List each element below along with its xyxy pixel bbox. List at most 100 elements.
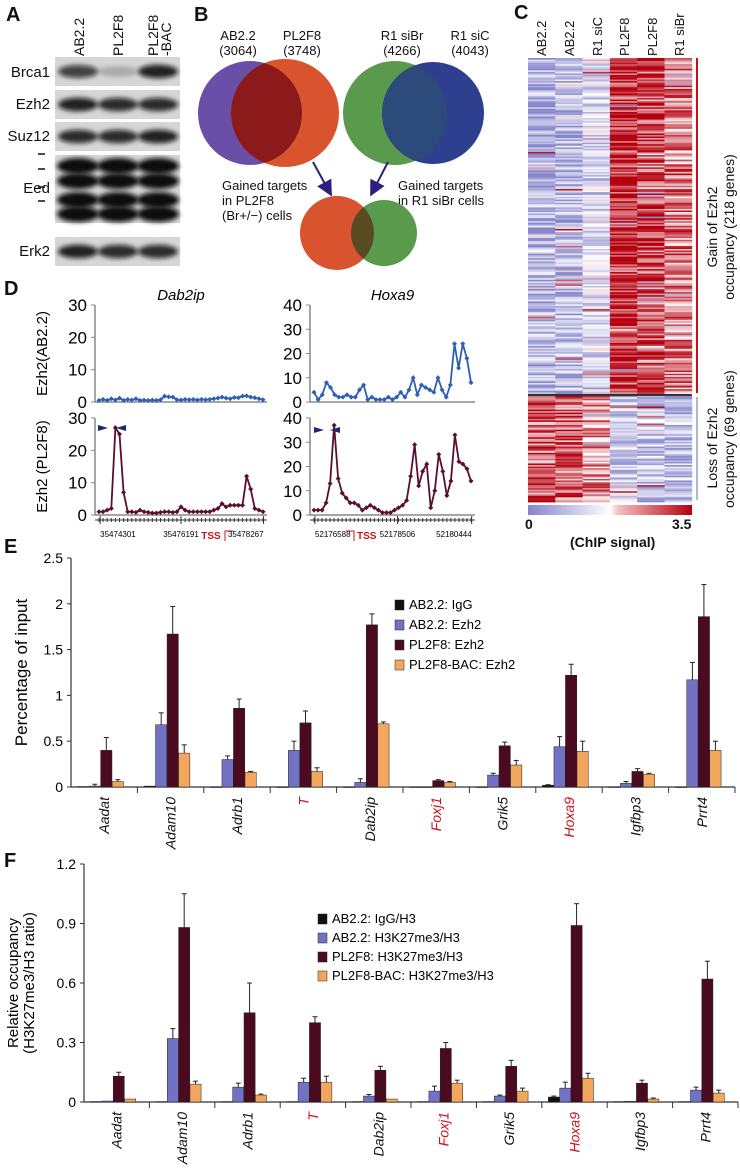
heatmap-cell	[664, 182, 693, 185]
heatmap-cell	[609, 58, 638, 60]
heatmap-cell	[555, 492, 583, 495]
heatmap-cell	[637, 489, 665, 492]
heatmap-cell	[528, 398, 556, 401]
heatmap-cell	[609, 398, 638, 401]
bar	[624, 1100, 637, 1103]
heatmap-cell	[582, 332, 611, 335]
heatmap-cell	[528, 335, 556, 338]
heatmap-cell	[582, 359, 611, 362]
bar	[101, 1100, 114, 1103]
heatmap-cell	[609, 94, 638, 97]
heatmap-cell	[664, 175, 693, 177]
heatmap-cell	[555, 252, 583, 254]
heatmap-cell	[528, 375, 556, 378]
heatmap-cell	[582, 111, 611, 114]
heatmap-cell	[609, 347, 638, 350]
heatmap-cell	[528, 324, 556, 327]
tss-arrow-icon	[346, 530, 355, 541]
heatmap-cell	[664, 81, 693, 84]
heatmap-cell	[582, 292, 611, 295]
heatmap-cell	[528, 228, 556, 231]
heatmap-cell	[637, 171, 665, 174]
heatmap-cell	[609, 85, 638, 88]
heatmap-cell	[582, 434, 611, 437]
heatmap-cell	[664, 378, 693, 381]
heatmap-cell	[664, 302, 693, 305]
heatmap-cell	[664, 101, 693, 104]
heatmap-cell	[555, 199, 583, 202]
heatmap-cell	[609, 187, 638, 190]
heatmap-cell	[528, 247, 556, 250]
heatmap-cell	[528, 367, 556, 370]
heatmap-cell	[555, 435, 583, 438]
legend-label: AB2.2: H3K27me3/H3	[332, 930, 460, 945]
bar	[354, 782, 367, 788]
data-point	[244, 473, 250, 479]
heatmap-cell	[664, 426, 693, 429]
heatmap-cell	[637, 333, 665, 336]
heatmap-cell	[555, 218, 583, 221]
heatmap-cell	[528, 361, 556, 364]
data-point	[96, 397, 102, 403]
heatmap-cell	[582, 397, 611, 400]
bar	[167, 1038, 179, 1103]
heatmap-cell	[637, 276, 665, 279]
heatmap-cell	[637, 267, 665, 270]
data-point	[125, 509, 131, 515]
y-tick-label: 20	[68, 328, 87, 347]
heatmap-cell	[609, 319, 638, 322]
bar	[232, 1086, 245, 1103]
heatmap-cell	[664, 158, 693, 161]
gained-targets-r1-label: Gained targets in R1 siBr cells	[398, 178, 484, 208]
heatmap-cell	[582, 91, 611, 94]
panel-label-b: B	[194, 4, 209, 26]
category-label: Aadat	[96, 796, 112, 835]
data-point	[235, 502, 241, 508]
heatmap-cell	[637, 131, 665, 134]
heatmap-cell	[555, 310, 583, 313]
y-tick-label: 0.3	[57, 1035, 77, 1051]
heatmap-cell	[555, 61, 583, 64]
heatmap-cell	[637, 428, 665, 431]
data-point	[149, 397, 155, 403]
heatmap-cell	[582, 319, 611, 322]
heatmap-cell	[582, 188, 611, 191]
heatmap-cell	[528, 185, 556, 188]
heatmap-cell	[555, 289, 583, 291]
heatmap-cell	[637, 295, 665, 298]
heatmap-cell	[609, 195, 638, 198]
heatmap-cell	[609, 420, 638, 423]
heatmap-cell	[582, 105, 611, 108]
heatmap-cell	[609, 327, 638, 330]
heatmap-cell	[637, 135, 665, 137]
heatmap-cell	[528, 471, 556, 474]
data-point	[439, 387, 445, 393]
heatmap-cell	[582, 141, 611, 144]
heatmap-cell	[582, 278, 611, 281]
heatmap-cell	[528, 307, 556, 310]
heatmap-cell	[582, 481, 611, 484]
legend-label: AB2.2: IgG	[409, 597, 473, 612]
heatmap-cell	[528, 369, 556, 372]
heatmap-cell	[582, 145, 611, 148]
heatmap-cell	[609, 281, 638, 284]
heatmap-cell	[609, 446, 638, 449]
heatmap-cell	[664, 375, 693, 378]
heatmap-cell	[582, 431, 611, 434]
heatmap-cell	[582, 244, 611, 247]
heatmap-cell	[637, 443, 665, 446]
heatmap-cell	[582, 426, 611, 429]
heatmap-cell	[637, 471, 665, 474]
heatmap-cell	[609, 167, 638, 170]
legend-label: PL2F8-BAC: Ezh2	[409, 657, 515, 672]
colorbar-min: 0	[525, 516, 533, 532]
heatmap-cell	[609, 224, 638, 227]
y-tick-label: 2.5	[44, 550, 64, 566]
heatmap-cell	[528, 142, 556, 145]
heatmap-cell	[609, 82, 638, 85]
blot-band	[98, 244, 138, 259]
heatmap-cell	[582, 151, 611, 154]
y-axis-label: Relative occupancy	[5, 917, 22, 1048]
heatmap-cell	[637, 301, 665, 304]
